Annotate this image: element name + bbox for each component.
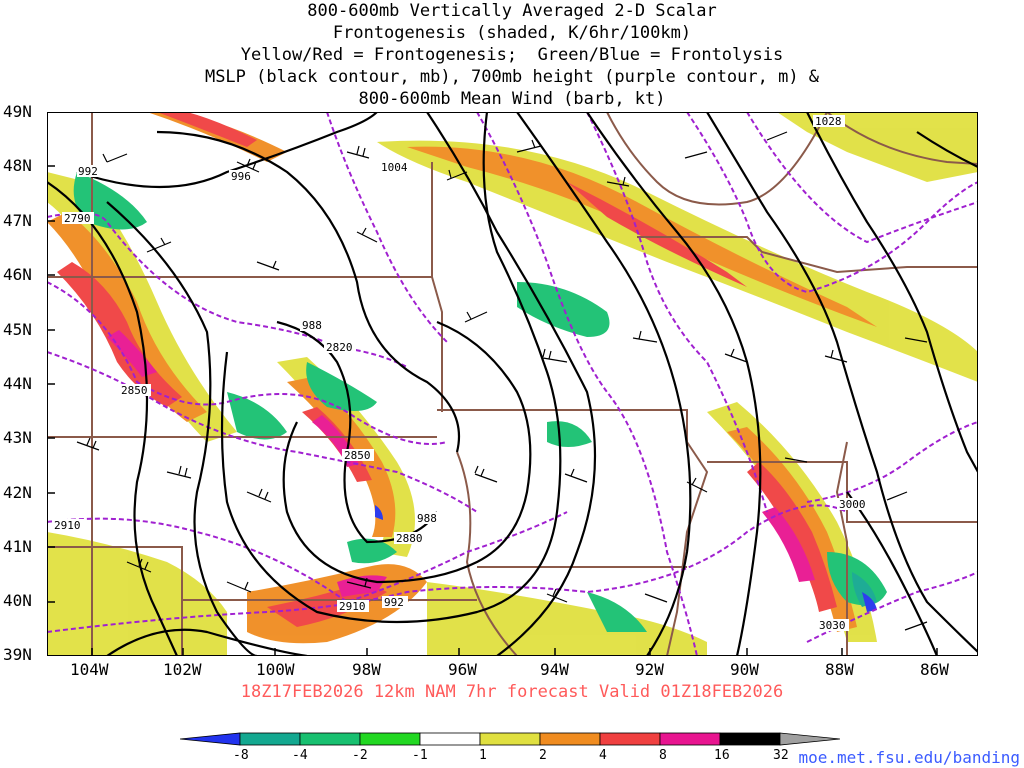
height-label-2850-b: 2850	[344, 449, 371, 462]
lon-label-86w: 86W	[920, 660, 949, 679]
colorbar-label-neg1: -1	[412, 748, 428, 763]
colorbar-label-4: 4	[599, 748, 607, 763]
colorbar-label-neg4: -4	[292, 748, 308, 763]
title-line-1: 800-600mb Vertically Averaged 2-D Scalar	[307, 1, 717, 21]
lat-label-41n: 41N	[3, 537, 32, 556]
colorbar-swatch-min	[180, 732, 241, 746]
contour-labels: 992 996 1004 1028 988 988 992 2790 2820 …	[52, 115, 869, 632]
mslp-label-996: 996	[231, 170, 251, 183]
height-label-2790: 2790	[64, 212, 91, 225]
lon-label-102w: 102W	[163, 660, 202, 679]
lat-label-39n: 39N	[3, 645, 32, 664]
lat-label-44n: 44N	[3, 374, 32, 393]
colorbar-swatch	[299, 732, 361, 746]
mslp-label-988-b: 988	[417, 512, 437, 525]
colorbar-label-2: 2	[539, 748, 547, 763]
lon-label-100w: 100W	[256, 660, 295, 679]
lat-label-49n: 49N	[3, 102, 32, 121]
lon-label-104w: 104W	[70, 660, 109, 679]
colorbar	[180, 732, 840, 746]
colorbar-swatch	[239, 732, 301, 746]
map-title: 800-600mb Vertically Averaged 2-D Scalar…	[0, 0, 1024, 110]
lon-label-92w: 92W	[635, 660, 664, 679]
height-label-3030: 3030	[819, 619, 846, 632]
colorbar-label-neg2: -2	[352, 748, 368, 763]
colorbar-swatch-max	[779, 732, 840, 746]
mslp-label-1028: 1028	[815, 115, 842, 128]
colorbar-swatch	[719, 732, 781, 746]
height-label-2820: 2820	[326, 341, 353, 354]
lon-label-90w: 90W	[730, 660, 759, 679]
colorbar-label-32: 32	[773, 748, 789, 763]
frontogenesis-map: 992 996 1004 1028 988 988 992 2790 2820 …	[47, 112, 978, 656]
title-line-3: Yellow/Red = Frontogenesis; Green/Blue =…	[240, 45, 784, 65]
mslp-label-1004: 1004	[381, 161, 408, 174]
height-label-2880: 2880	[396, 532, 423, 545]
axis-ticks	[47, 112, 938, 656]
lat-label-46n: 46N	[3, 265, 32, 284]
colorbar-swatch	[599, 732, 661, 746]
height-label-2910-a: 2910	[54, 519, 81, 532]
lat-label-48n: 48N	[3, 156, 32, 175]
colorbar-label-16: 16	[714, 748, 730, 763]
valid-time-line: 18Z17FEB2026 12km NAM 7hr forecast Valid…	[240, 682, 784, 702]
mslp-label-992-b: 992	[384, 596, 404, 609]
lon-label-94w: 94W	[540, 660, 569, 679]
lon-label-88w: 88W	[825, 660, 854, 679]
political-borders	[47, 112, 978, 656]
colorbar-swatch	[419, 732, 481, 746]
height-label-2850-a: 2850	[121, 384, 148, 397]
wind-barbs	[76, 131, 928, 631]
colorbar-label-1: 1	[479, 748, 487, 763]
colorbar-label-neg8: -8	[233, 748, 249, 763]
lat-label-40n: 40N	[3, 591, 32, 610]
lat-label-45n: 45N	[3, 320, 32, 339]
title-line-4: MSLP (black contour, mb), 700mb height (…	[204, 67, 820, 87]
title-line-2: Frontogenesis (shaded, K/6hr/100km)	[332, 23, 692, 43]
mslp-label-988-a: 988	[302, 319, 322, 332]
lon-label-98w: 98W	[352, 660, 381, 679]
height-contours	[47, 112, 978, 656]
colorbar-swatch	[479, 732, 541, 746]
colorbar-swatch	[359, 732, 421, 746]
height-label-2910-b: 2910	[339, 600, 366, 613]
lon-label-96w: 96W	[448, 660, 477, 679]
colorbar-swatch	[539, 732, 601, 746]
lat-label-43n: 43N	[3, 428, 32, 447]
title-line-5: 800-600mb Mean Wind (barb, kt)	[358, 89, 666, 109]
credit-link[interactable]: moe.met.fsu.edu/banding	[798, 748, 1020, 767]
lat-label-42n: 42N	[3, 483, 32, 502]
colorbar-swatch	[659, 732, 721, 746]
height-label-3000: 3000	[839, 498, 866, 511]
colorbar-label-8: 8	[659, 748, 667, 763]
mslp-label-992: 992	[78, 165, 98, 178]
lat-label-47n: 47N	[3, 211, 32, 230]
